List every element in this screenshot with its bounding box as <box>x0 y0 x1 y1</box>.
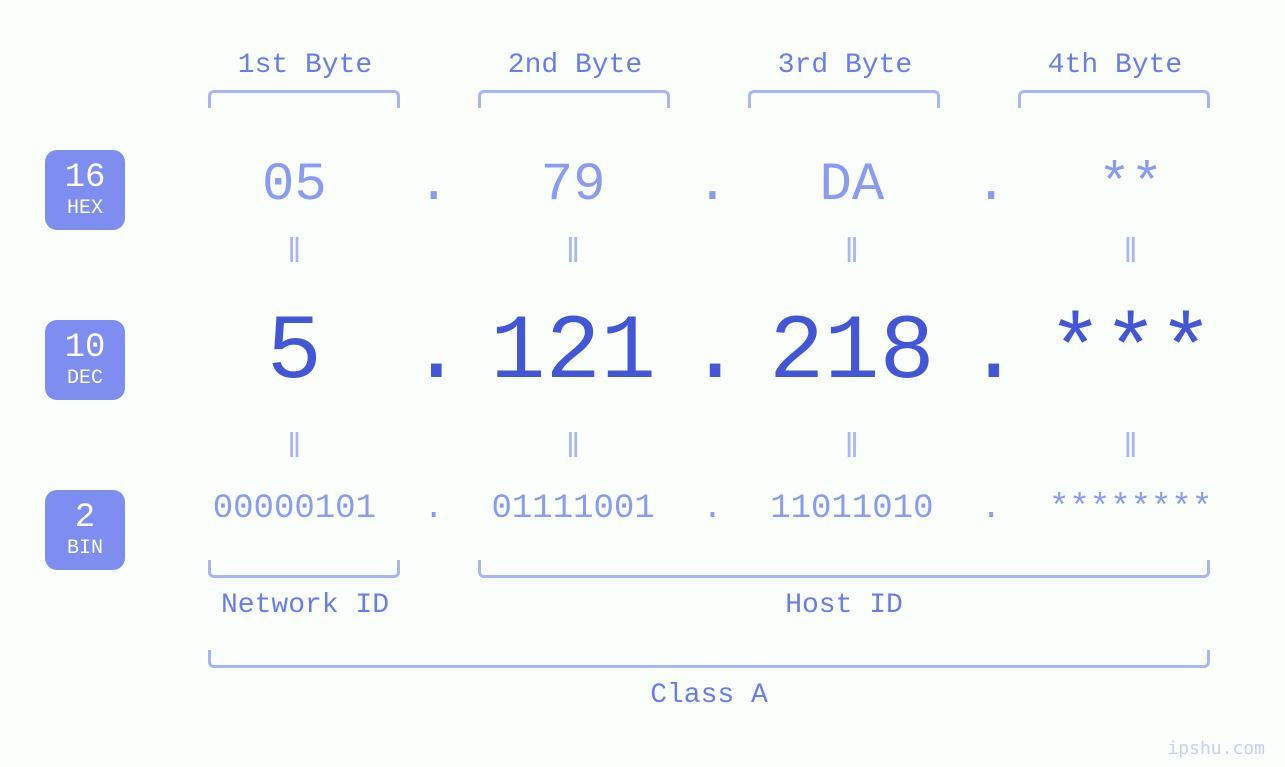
equals-icon: ǁ <box>459 430 688 468</box>
base-num: 2 <box>75 501 95 535</box>
class-label: Class A <box>208 680 1210 711</box>
watermark: ipshu.com <box>1167 738 1265 759</box>
dec-row: 5 . 121 . 218 . *** <box>180 300 1245 405</box>
base-label: BIN <box>67 537 103 560</box>
dot: . <box>409 300 459 405</box>
dot: . <box>409 490 459 528</box>
bin-row: 00000101 . 01111001 . 11011010 . *******… <box>180 490 1245 528</box>
dec-byte-4: *** <box>1016 300 1245 405</box>
base-badge-dec: 10 DEC <box>45 320 125 400</box>
equals-row-2: ǁ ǁ ǁ ǁ <box>180 430 1245 468</box>
hex-row: 05 . 79 . DA . ** <box>180 155 1245 216</box>
network-id-bracket <box>208 560 400 578</box>
class-bracket <box>208 650 1210 668</box>
dec-byte-1: 5 <box>180 300 409 405</box>
equals-icon: ǁ <box>1016 235 1245 273</box>
dot: . <box>966 155 1016 216</box>
dot: . <box>966 300 1016 405</box>
byte-bracket-4 <box>1018 90 1210 108</box>
host-id-label: Host ID <box>478 590 1210 621</box>
equals-row-1: ǁ ǁ ǁ ǁ <box>180 235 1245 273</box>
dec-byte-3: 218 <box>738 300 967 405</box>
byte-label-4: 4th Byte <box>995 50 1235 81</box>
bin-byte-4: ******** <box>1016 490 1245 528</box>
byte-label-2: 2nd Byte <box>455 50 695 81</box>
bin-byte-2: 01111001 <box>459 490 688 528</box>
equals-icon: ǁ <box>180 430 409 468</box>
equals-icon: ǁ <box>738 430 967 468</box>
equals-icon: ǁ <box>180 235 409 273</box>
base-badge-bin: 2 BIN <box>45 490 125 570</box>
equals-icon: ǁ <box>1016 430 1245 468</box>
byte-bracket-1 <box>208 90 400 108</box>
network-id-label: Network ID <box>185 590 425 621</box>
hex-byte-1: 05 <box>180 155 409 216</box>
host-id-bracket <box>478 560 1210 578</box>
ip-diagram: 1st Byte 2nd Byte 3rd Byte 4th Byte 16 H… <box>0 0 1285 767</box>
bin-byte-3: 11011010 <box>738 490 967 528</box>
hex-byte-4: ** <box>1016 155 1245 216</box>
dot: . <box>688 300 738 405</box>
dot: . <box>688 490 738 528</box>
base-label: DEC <box>67 367 103 390</box>
base-num: 16 <box>65 161 106 195</box>
byte-bracket-2 <box>478 90 670 108</box>
dec-byte-2: 121 <box>459 300 688 405</box>
equals-icon: ǁ <box>459 235 688 273</box>
dot: . <box>688 155 738 216</box>
bin-byte-1: 00000101 <box>180 490 409 528</box>
base-num: 10 <box>65 331 106 365</box>
hex-byte-2: 79 <box>459 155 688 216</box>
hex-byte-3: DA <box>738 155 967 216</box>
equals-icon: ǁ <box>738 235 967 273</box>
base-label: HEX <box>67 197 103 220</box>
byte-label-3: 3rd Byte <box>725 50 965 81</box>
base-badge-hex: 16 HEX <box>45 150 125 230</box>
byte-label-1: 1st Byte <box>185 50 425 81</box>
dot: . <box>966 490 1016 528</box>
dot: . <box>409 155 459 216</box>
byte-bracket-3 <box>748 90 940 108</box>
